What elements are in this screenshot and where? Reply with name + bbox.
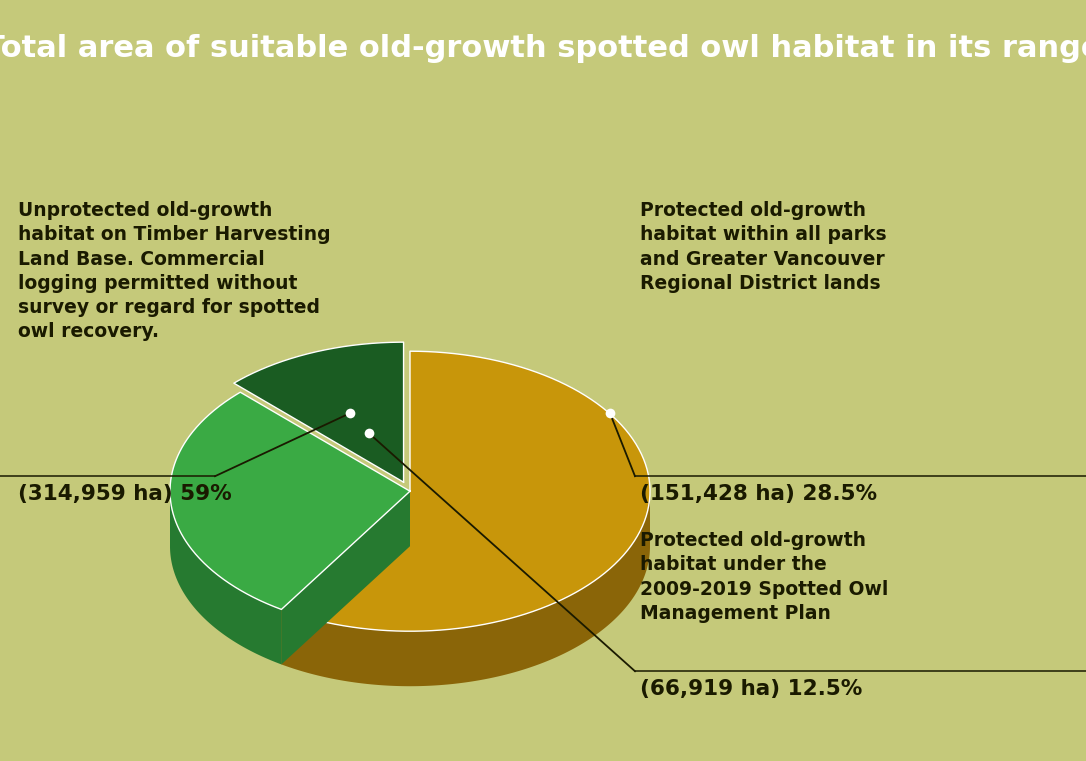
Polygon shape [281, 492, 651, 686]
Text: (314,959 ha) 59%: (314,959 ha) 59% [18, 484, 231, 505]
Polygon shape [171, 392, 411, 610]
Polygon shape [281, 491, 411, 664]
Text: Total area of suitable old-growth spotted owl habitat in its range: Total area of suitable old-growth spotte… [0, 33, 1086, 62]
Text: Protected old-growth
habitat within all parks
and Greater Vancouver
Regional Dis: Protected old-growth habitat within all … [640, 201, 886, 293]
Text: (151,428 ha) 28.5%: (151,428 ha) 28.5% [640, 484, 877, 505]
Polygon shape [171, 492, 281, 664]
Text: (66,919 ha) 12.5%: (66,919 ha) 12.5% [640, 680, 862, 699]
Polygon shape [281, 491, 411, 664]
Polygon shape [233, 342, 404, 482]
Text: Unprotected old-growth
habitat on Timber Harvesting
Land Base. Commercial
loggin: Unprotected old-growth habitat on Timber… [18, 201, 330, 342]
Polygon shape [281, 352, 651, 631]
Text: Protected old-growth
habitat under the
2009-2019 Spotted Owl
Management Plan: Protected old-growth habitat under the 2… [640, 531, 888, 623]
